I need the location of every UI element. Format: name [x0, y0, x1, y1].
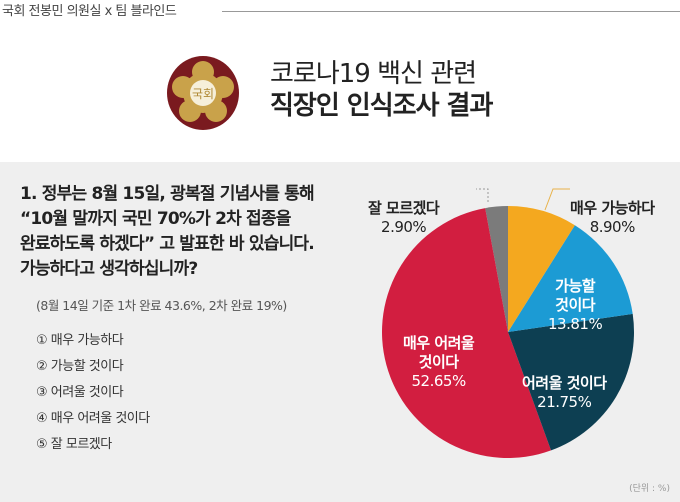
pie-slice-very-difficult [382, 208, 552, 458]
leader-line-very-possible [544, 188, 570, 211]
option-2: ② 가능할 것이다 [36, 359, 124, 374]
title-line-1: 코로나19 백신 관련 [270, 59, 477, 89]
national-assembly-emblem-icon: 국회 [167, 56, 239, 130]
option-3: ③ 어려울 것이다 [36, 385, 124, 400]
slice-label-possible: 가능할 것이다 13.81% [548, 277, 603, 333]
question-text: 1. 정부는 8월 15일, 광복절 기념사를 통해 “10월 말까지 국민 7… [20, 184, 315, 279]
credit-text: 국회 전봉민 의원실 x 팀 블라인드 [2, 4, 177, 19]
page-title: 코로나19 백신 관련 직장인 인식조사 결과 [270, 58, 493, 122]
slice-label-difficult: 어려울 것이다 21.75% [522, 374, 607, 411]
pie-slice-unknown [485, 206, 508, 332]
option-5: ⑤ 잘 모르겠다 [36, 437, 112, 452]
title-line-2: 직장인 인식조사 결과 [270, 91, 493, 121]
question-note: (8월 14일 기준 1차 완료 43.6%, 2차 완료 19%) [36, 298, 287, 313]
leader-line-unknown [476, 188, 489, 202]
header-divider [222, 11, 680, 12]
pie-slice-possible [508, 225, 633, 332]
slice-label-very-possible: 매우 가능하다 8.90% [570, 199, 655, 236]
option-1: ① 매우 가능하다 [36, 333, 124, 348]
unit-note: (단위 : %) [629, 484, 670, 494]
pie-slice-difficult [508, 313, 634, 451]
emblem-text: 국회 [192, 87, 214, 101]
answer-options: ① 매우 가능하다 ② 가능할 것이다 ③ 어려울 것이다 ④ 매우 어려울 것… [36, 328, 150, 458]
slice-label-unknown: 잘 모르겠다 2.90% [368, 199, 440, 236]
slice-label-very-difficult: 매우 어려울 것이다 52.65% [403, 334, 475, 390]
pie-slice-very-possible [508, 206, 575, 332]
option-4: ④ 매우 어려울 것이다 [36, 411, 150, 426]
